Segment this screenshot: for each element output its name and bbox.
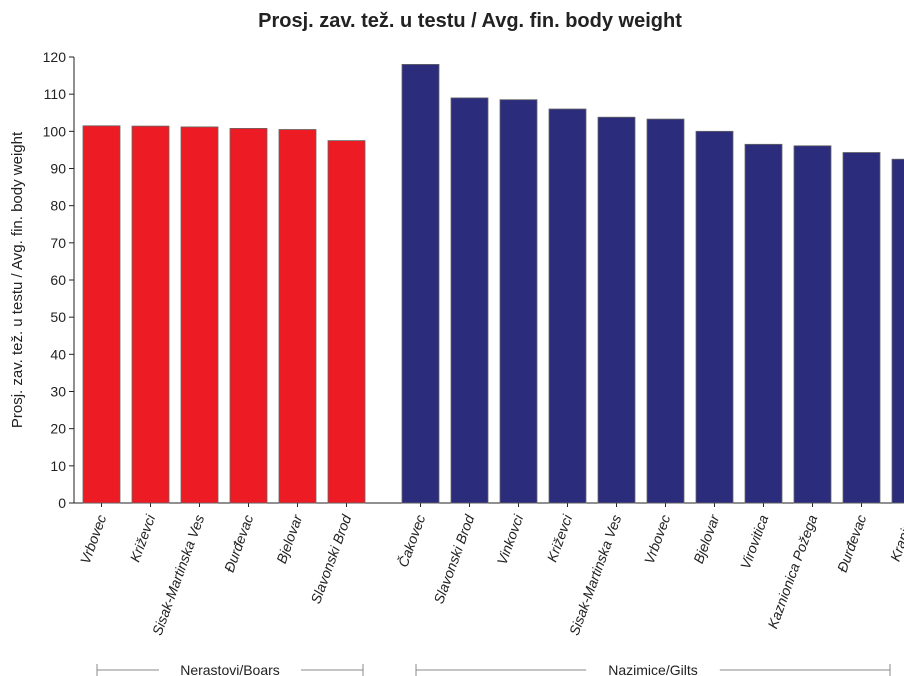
y-tick-label: 0 xyxy=(58,495,66,511)
bar xyxy=(131,125,170,504)
category-label: Slavonski Brod xyxy=(430,511,477,605)
bar xyxy=(327,140,366,504)
bar xyxy=(695,130,734,504)
y-tick-label: 30 xyxy=(50,384,66,400)
y-tick-label: 110 xyxy=(44,86,67,102)
bar xyxy=(278,129,317,504)
y-tick-label: 50 xyxy=(50,309,66,325)
category-label: Križevci xyxy=(127,512,159,564)
category-label: Kaznionica Požega xyxy=(764,512,820,630)
group-labels: Nerastovi/Boars Nazimice/Gilts xyxy=(96,662,891,676)
bar xyxy=(793,145,832,504)
bar xyxy=(891,158,904,504)
bar xyxy=(548,108,587,504)
category-label: Sisak-Martinska Ves xyxy=(149,513,207,638)
bars xyxy=(82,64,904,504)
category-label: Đurđevac xyxy=(221,513,257,575)
category-label: Vinkovci xyxy=(494,512,527,567)
category-label: Bjelovar xyxy=(273,511,306,565)
group-label: Nazimice/Gilts xyxy=(608,662,697,676)
category-label: Sisak-Martinska Ves xyxy=(566,513,624,638)
y-tick-label: 10 xyxy=(50,458,66,474)
bar xyxy=(180,126,219,504)
bar xyxy=(744,143,783,504)
category-label: Vrbovec xyxy=(641,513,674,566)
y-tick-label: 120 xyxy=(43,49,67,65)
category-label: Virovitica xyxy=(737,512,771,571)
y-tick-label: 40 xyxy=(50,346,66,362)
chart-title: Prosj. zav. tež. u testu / Avg. fin. bod… xyxy=(258,10,682,32)
y-tick-label: 100 xyxy=(43,123,67,139)
y-tick-label: 80 xyxy=(50,198,66,214)
bar xyxy=(597,116,636,504)
category-label: Križevci xyxy=(544,512,576,564)
y-tick-label: 60 xyxy=(50,272,66,288)
y-tick-label: 90 xyxy=(50,161,66,177)
category-label: Krapina xyxy=(887,512,904,563)
group-label: Nerastovi/Boars xyxy=(180,662,280,676)
category-label: Čakovec xyxy=(395,513,429,570)
bar xyxy=(229,127,268,504)
bar xyxy=(450,97,489,504)
y-tick-label: 20 xyxy=(50,421,66,437)
bar xyxy=(499,99,538,504)
bar xyxy=(646,118,685,504)
category-label: Đurđevac xyxy=(834,513,870,575)
bar xyxy=(401,64,440,504)
y-tick-label: 70 xyxy=(50,235,66,251)
bar xyxy=(82,125,121,504)
y-axis-label: Prosj. zav. tež. u testu / Avg. fin. bod… xyxy=(9,131,26,428)
category-label: Slavonski Brod xyxy=(307,511,354,605)
category-label: Vrbovec xyxy=(77,513,110,566)
category-label: Bjelovar xyxy=(690,511,723,565)
bar xyxy=(842,152,881,504)
